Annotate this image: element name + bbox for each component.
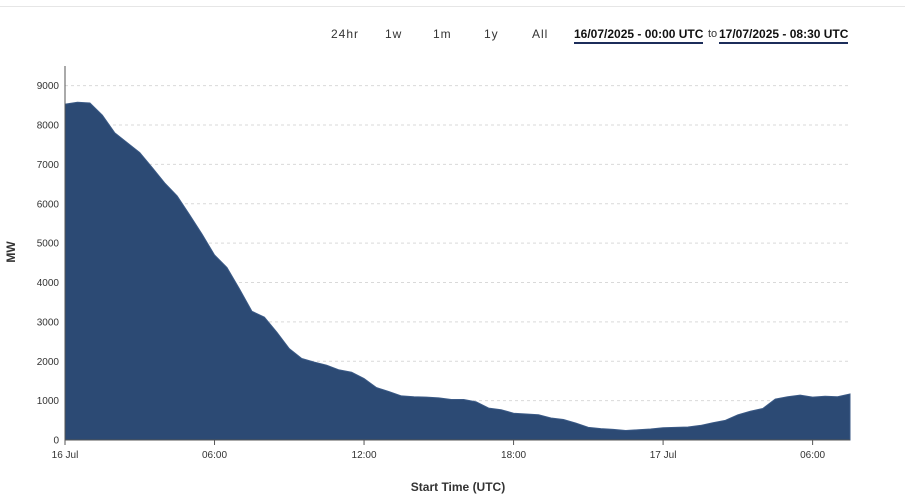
y-tick-label: 4000 <box>37 278 60 289</box>
range-button-1y[interactable]: 1y <box>484 27 499 41</box>
x-axis-ticks: 16 Jul 06:00 12:00 18:00 17 Jul 06:00 <box>52 440 826 461</box>
top-divider <box>0 6 905 7</box>
series-area <box>64 101 851 441</box>
y-axis-title: MW <box>4 241 18 263</box>
y-tick-label: 1000 <box>37 396 60 407</box>
y-tick-label: 8000 <box>37 121 60 132</box>
range-button-24hr[interactable]: 24hr <box>331 27 360 41</box>
chart-axes <box>64 66 850 441</box>
x-tick-label: 17 Jul <box>650 450 677 461</box>
y-tick-label: 2000 <box>37 357 60 368</box>
x-tick-label: 12:00 <box>352 450 377 461</box>
time-range-selector: 24hr 1w 1m 1y All 16/07/2025 - 00:00 UTC… <box>0 27 905 47</box>
date-from-input[interactable]: 16/07/2025 - 00:00 UTC <box>574 27 704 44</box>
range-button-1m[interactable]: 1m <box>433 27 452 41</box>
x-tick-label: 06:00 <box>800 450 825 461</box>
date-to-label: to <box>708 28 718 40</box>
range-button-1w[interactable]: 1w <box>385 27 403 41</box>
x-tick-label: 06:00 <box>202 450 227 461</box>
y-tick-label: 0 <box>53 436 59 447</box>
x-tick-label: 18:00 <box>501 450 526 461</box>
y-tick-label: 6000 <box>37 199 60 210</box>
chart-area-layer <box>64 101 851 441</box>
x-axis-title: Start Time (UTC) <box>411 480 505 494</box>
y-tick-label: 7000 <box>37 160 60 171</box>
y-tick-label: 3000 <box>37 317 60 328</box>
y-tick-label: 9000 <box>37 81 60 92</box>
y-tick-label: 5000 <box>37 239 60 250</box>
date-to-input[interactable]: 17/07/2025 - 08:30 UTC <box>719 27 849 44</box>
y-axis-ticks: 0 1000 2000 3000 4000 5000 6000 7000 8000 9000 <box>37 81 60 446</box>
x-tick-label: 16 Jul <box>52 450 79 461</box>
range-button-all[interactable]: All <box>532 27 549 41</box>
